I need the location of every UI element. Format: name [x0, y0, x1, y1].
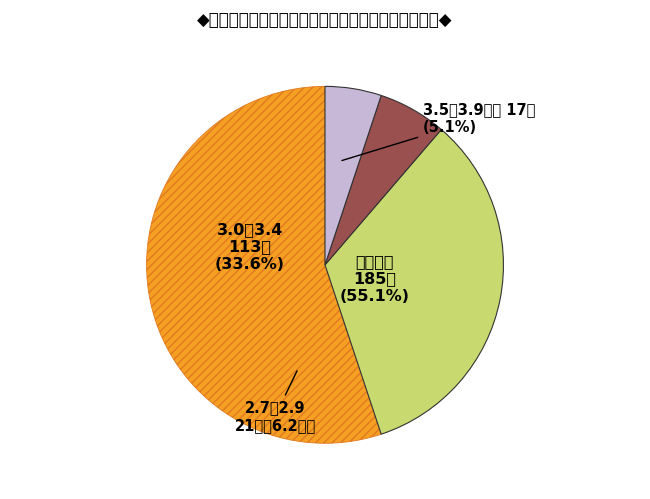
Title: ◆私立短大の公募制推薦における成績基準の設定条件◆: ◆私立短大の公募制推薦における成績基準の設定条件◆ [197, 11, 453, 29]
Wedge shape [146, 86, 381, 443]
Wedge shape [325, 86, 381, 265]
Text: 3.0～3.4
113校
(33.6%): 3.0～3.4 113校 (33.6%) [215, 222, 285, 272]
Text: 基準なし
185校
(55.1%): 基準なし 185校 (55.1%) [340, 254, 410, 304]
Text: 2.7～2.9
21校（6.2％）: 2.7～2.9 21校（6.2％） [235, 371, 316, 433]
Wedge shape [325, 130, 504, 434]
Text: 3.5～3.9　　 17校
(5.1%): 3.5～3.9 17校 (5.1%) [342, 102, 536, 161]
Wedge shape [325, 95, 441, 265]
